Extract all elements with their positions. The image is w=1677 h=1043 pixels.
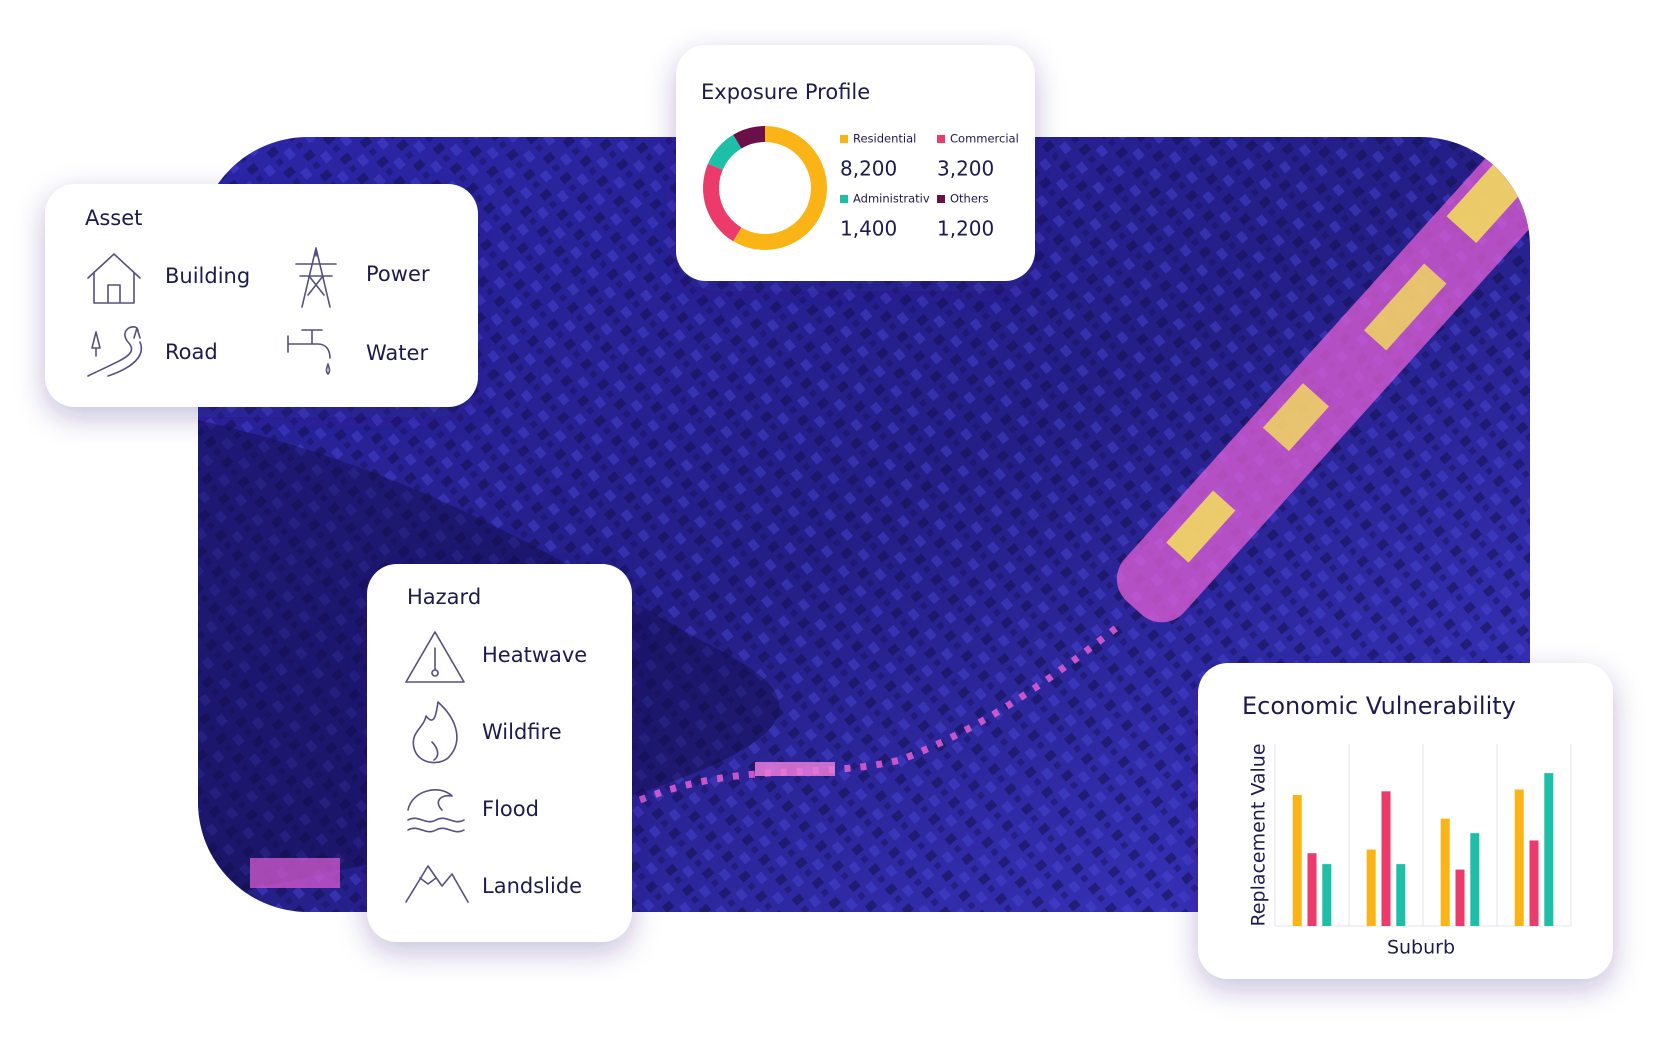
value-label: 1,200 xyxy=(937,217,994,241)
hazard-label: Flood xyxy=(482,797,539,821)
bar xyxy=(1396,864,1406,926)
heat-patch xyxy=(755,762,835,776)
hazard-label: Heatwave xyxy=(482,643,587,667)
asset-label: Road xyxy=(165,340,218,364)
power-icon xyxy=(295,247,337,308)
hazard-label: Wildfire xyxy=(482,720,562,744)
bar xyxy=(1292,794,1302,926)
legend-label: Others xyxy=(950,192,989,206)
flood-icon xyxy=(407,789,465,833)
landslide-icon xyxy=(405,865,469,903)
bar xyxy=(1381,791,1391,926)
legend-label: Administrativ xyxy=(853,192,930,206)
card-title: Asset xyxy=(85,206,142,230)
card xyxy=(1198,663,1613,979)
water-icon xyxy=(287,329,331,375)
asset-label: Water xyxy=(366,341,428,365)
hazard-label: Landslide xyxy=(482,874,582,898)
card xyxy=(367,564,632,942)
building-icon xyxy=(87,253,141,304)
legend-swatch xyxy=(840,135,848,143)
exposure-card: Exposure Profile Residential 8,200 Commerc… xyxy=(676,45,1035,281)
donut-segment xyxy=(707,134,742,170)
chart-title: Exposure Profile xyxy=(701,80,870,104)
wildfire-icon xyxy=(412,701,458,764)
bar xyxy=(1307,853,1317,926)
legend-swatch xyxy=(840,195,848,203)
vulnerability-card: Economic Vulnerability Replacement Value… xyxy=(1198,663,1613,979)
donut-segment xyxy=(733,126,828,251)
bar xyxy=(1544,773,1554,926)
bar xyxy=(1366,849,1376,926)
bar xyxy=(1514,789,1524,926)
bar xyxy=(1455,869,1465,926)
asset-card: Asset Building Power Road Water xyxy=(45,184,478,407)
value-label: 8,200 xyxy=(840,157,897,181)
value-label: 3,200 xyxy=(937,157,994,181)
heatwave-icon xyxy=(405,631,465,683)
legend-swatch xyxy=(937,195,945,203)
heat-patch xyxy=(250,858,340,888)
donut-segment xyxy=(703,163,742,242)
card xyxy=(45,184,478,407)
bar xyxy=(1322,864,1332,926)
donut-segment xyxy=(733,126,765,149)
legend-label: Residential xyxy=(853,132,916,146)
chart-title: Economic Vulnerability xyxy=(1242,692,1516,720)
card-title: Hazard xyxy=(407,585,481,609)
x-axis-label: Suburb xyxy=(1387,937,1455,959)
legend-label: Commercial xyxy=(950,132,1019,146)
asset-label: Building xyxy=(165,264,250,288)
asset-label: Power xyxy=(366,262,430,286)
road-icon xyxy=(87,326,143,377)
card xyxy=(676,45,1035,281)
bar xyxy=(1529,840,1539,926)
hazard-card: Hazard Heatwave Wildfire Flood Landslide xyxy=(367,564,632,942)
y-axis-label: Replacement Value xyxy=(1248,743,1270,926)
bar xyxy=(1440,818,1450,926)
value-label: 1,400 xyxy=(840,217,897,241)
legend-swatch xyxy=(937,135,945,143)
bar xyxy=(1470,833,1480,926)
